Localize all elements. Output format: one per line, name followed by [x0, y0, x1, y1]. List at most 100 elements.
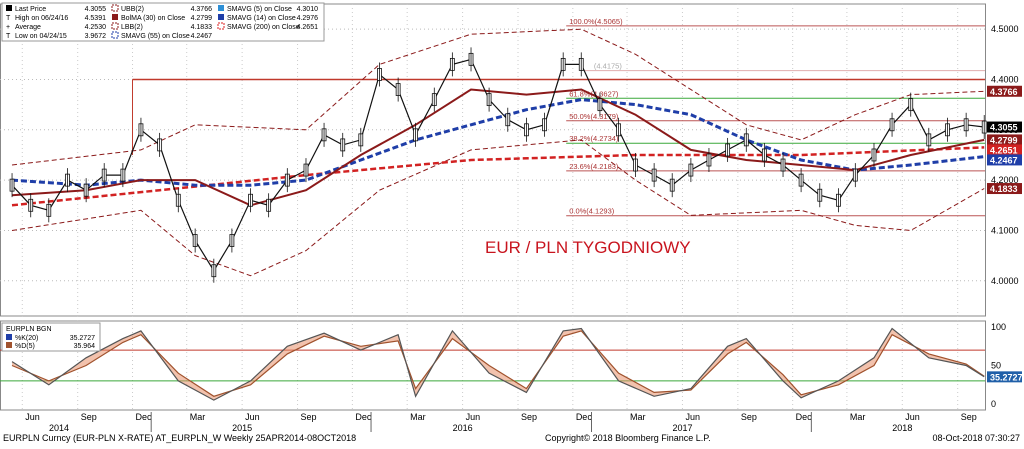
- osc-legend-box: [1, 322, 101, 352]
- price-tick-label: 4.0000: [991, 276, 1019, 286]
- legend-value: 4.3010: [297, 6, 319, 13]
- legend-swatch: [218, 5, 224, 11]
- month-label: Sep: [961, 412, 977, 422]
- series-line-ubb-2: [11, 28, 985, 166]
- value-badge-text: 4.2651: [990, 145, 1018, 155]
- year-label: 2018: [892, 423, 912, 433]
- legend-value: 3.9672: [85, 33, 107, 40]
- year-label: 2016: [453, 423, 473, 433]
- value-badge: [987, 371, 1022, 383]
- year-label: 2014: [49, 423, 69, 433]
- month-label: Jun: [466, 412, 481, 422]
- month-label: Dec: [796, 412, 813, 422]
- osc-legend-swatch: [6, 342, 12, 348]
- value-badge-text: 4.2799: [990, 135, 1018, 145]
- osc-tick-label: 50: [991, 361, 1001, 371]
- month-label: Jun: [905, 412, 920, 422]
- legend-label: UBB(2): [121, 6, 144, 13]
- legend-label: LBB(2): [121, 24, 143, 31]
- legend-label: High on 06/24/16: [15, 15, 68, 22]
- osc-fill: [12, 328, 985, 401]
- legend-value: 4.2530: [85, 24, 107, 31]
- value-badge-text: 4.3055: [990, 123, 1018, 133]
- legend-marker: T: [6, 15, 11, 22]
- footer-right: 08-Oct-2018 07:30:27: [932, 433, 1020, 443]
- legend-value: 4.5391: [85, 15, 107, 22]
- legend-label: SMAVG (14) on Close: [227, 15, 296, 22]
- year-label: 2017: [672, 423, 692, 433]
- price-series: [9, 28, 987, 283]
- fib-label: 50.0%(4.3179): [569, 112, 619, 121]
- value-badge-text: 35.2727: [990, 372, 1023, 382]
- legend-value: 4.2799: [191, 15, 213, 22]
- month-label: Sep: [81, 412, 97, 422]
- legend-swatch: [6, 5, 12, 11]
- legend-swatch: [111, 31, 119, 39]
- footer-center: Copyright© 2018 Bloomberg Finance L.P.: [545, 433, 711, 443]
- osc-legend-title: EURPLN BGN: [6, 326, 52, 333]
- legend-value: 4.2976: [297, 15, 319, 22]
- legend-swatch: [217, 22, 225, 30]
- value-badge: [987, 154, 1022, 166]
- year-label: 2015: [232, 423, 252, 433]
- legend-value: 4.1833: [191, 24, 213, 31]
- osc-legend-value: 35.964: [74, 343, 96, 350]
- horizontal-levels: 100.0%(4.5065) 61.8%(4.3627) 50.0%(4.3179)…: [132, 17, 985, 217]
- chart-annotation: EUR / PLN TYGODNIOWY: [485, 238, 691, 257]
- legend-swatch: [111, 22, 119, 30]
- axes: 4.50004.40004.30004.20004.10004.00001005…: [25, 24, 1022, 433]
- grid: [0, 3, 986, 411]
- month-label: Dec: [136, 412, 153, 422]
- osc-line-k: [11, 327, 985, 401]
- oscillator-panel: [0, 327, 985, 401]
- price-tick-label: 4.4000: [991, 74, 1019, 84]
- legend-label: BolMA (30) on Close: [121, 15, 185, 22]
- legend-value: 4.2467: [191, 33, 213, 40]
- legend-swatch: [111, 4, 119, 12]
- legends: Last Price 4.3055 T High on 06/24/16 4.5391 +…: [1, 2, 325, 352]
- series-line-bolma-30-on-close: [11, 88, 985, 207]
- month-label: Dec: [355, 412, 372, 422]
- value-badge: [987, 183, 1022, 195]
- osc-legend-label: %K(20): [15, 335, 38, 342]
- month-label: Sep: [741, 412, 757, 422]
- legend-label: SMAVG (55) on Close: [121, 33, 190, 40]
- value-badge: [987, 85, 1022, 97]
- price-panel-frame: [0, 3, 986, 317]
- legend-value: 4.3055: [85, 6, 107, 13]
- month-label: Mar: [850, 412, 866, 422]
- value-badge-text: 4.1833: [990, 184, 1018, 194]
- legend-value: 4.3766: [191, 6, 213, 13]
- month-label: Jun: [685, 412, 700, 422]
- fib-label: 38.2%(4.2734): [569, 134, 619, 143]
- legend-swatch: [112, 14, 118, 20]
- price-tick-label: 4.5000: [991, 24, 1019, 34]
- month-label: Sep: [521, 412, 537, 422]
- value-badge-text: 4.2467: [990, 155, 1018, 165]
- osc-legend-label: %D(5): [15, 343, 35, 350]
- osc-tick-label: 100: [991, 322, 1006, 332]
- legend-label: SMAVG (200) on Close: [227, 24, 300, 31]
- fib-label: 100.0%(4.5065): [569, 17, 623, 26]
- legend-box: [1, 2, 325, 42]
- month-label: Mar: [410, 412, 426, 422]
- value-badge: [987, 134, 1022, 146]
- legend-label: Low on 04/24/15: [15, 33, 67, 40]
- value-badge: [987, 144, 1022, 156]
- series-line-smavg-200-on-close: [11, 146, 985, 207]
- month-label: Jun: [25, 412, 40, 422]
- legend-marker: +: [6, 24, 10, 31]
- fib-label: 61.8%(4.3627): [569, 89, 619, 98]
- osc-panel-frame: [0, 320, 986, 411]
- price-tick-label: 4.2000: [991, 175, 1019, 185]
- osc-line-d: [11, 330, 985, 397]
- month-label: Dec: [576, 412, 593, 422]
- month-label: Jun: [245, 412, 260, 422]
- fib-label: 23.6%(4.2183): [569, 162, 619, 171]
- series-line-lbb-2: [11, 139, 985, 277]
- fib-extra-label: (4.4175): [594, 62, 622, 71]
- fib-label: 0.0%(4.1293): [569, 207, 615, 216]
- legend-swatch: [218, 14, 224, 20]
